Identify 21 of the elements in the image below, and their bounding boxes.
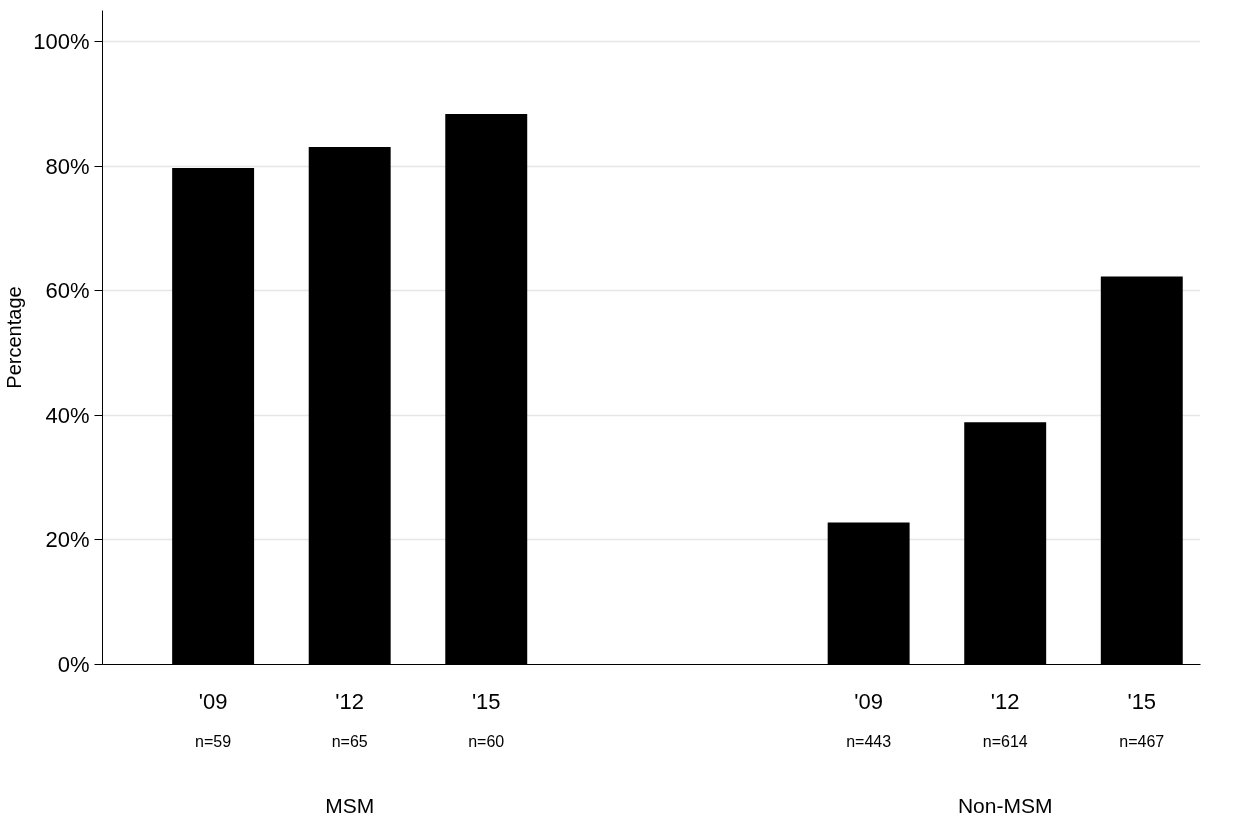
text: n=59: [195, 732, 232, 750]
text: Non-MSM: [957, 793, 1053, 817]
x-tick-label: '15: [1127, 688, 1157, 714]
text: n=60: [468, 732, 505, 750]
y-tick-label: 80%: [45, 153, 90, 179]
x-tick-label: '12: [990, 688, 1020, 714]
y-axis-title: Percentage: [3, 286, 26, 389]
text: n=467: [1119, 732, 1165, 750]
y-tick-label: 0%: [57, 652, 90, 677]
y-tick-label: 60%: [45, 278, 90, 304]
text: n=443: [846, 732, 892, 750]
text: n=65: [331, 732, 368, 750]
x-tick-label: '15: [471, 688, 501, 714]
x-tick-label: '12: [335, 688, 365, 714]
text: MSM: [325, 793, 375, 817]
y-tick-label: 100%: [33, 29, 90, 55]
x-tick-label: '09: [854, 688, 883, 714]
y-tick-label: 20%: [45, 527, 90, 553]
x-tick-label: '09: [198, 688, 228, 714]
text: n=614: [982, 732, 1028, 750]
y-tick-label: 40%: [45, 402, 90, 428]
